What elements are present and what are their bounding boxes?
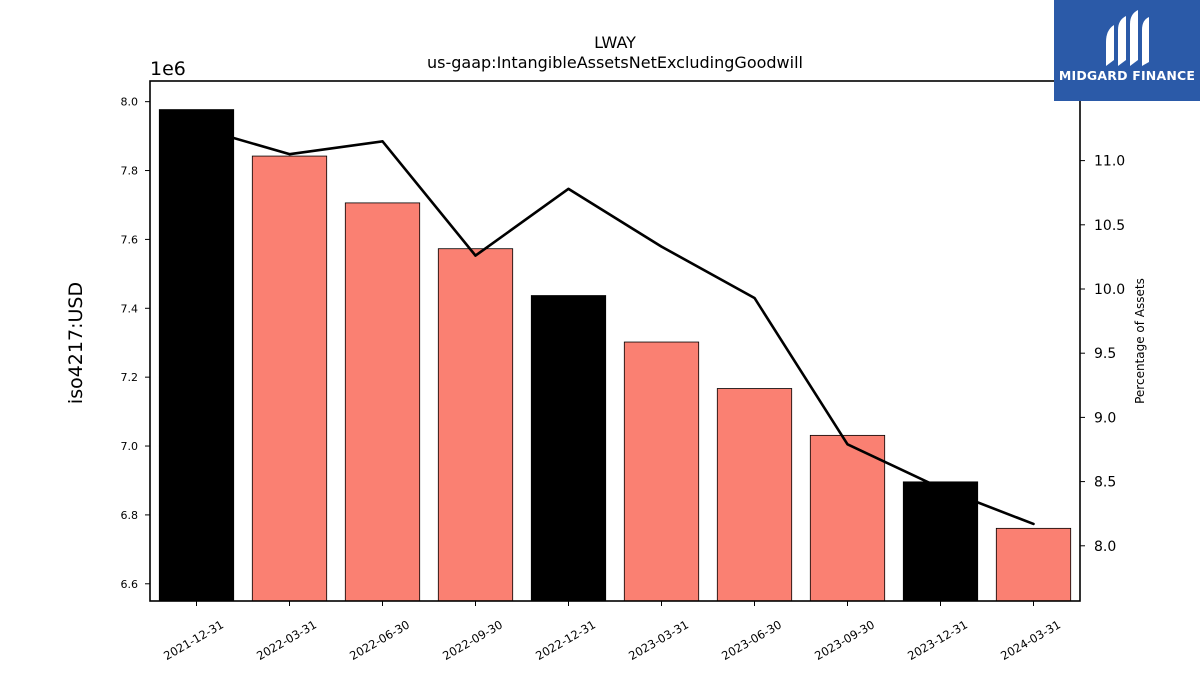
chart-subtitle: us-gaap:IntangibleAssetsNetExcludingGood…: [427, 53, 803, 72]
y2-axis-label: Percentage of Assets: [1133, 278, 1147, 404]
bar: [530, 295, 607, 602]
bar: [809, 434, 886, 602]
y2-tick-label: 9.0: [1094, 410, 1116, 426]
x-tick-label: 2022-03-31: [254, 617, 319, 663]
x-tick-label: 2022-09-30: [440, 617, 505, 663]
bar: [158, 109, 235, 602]
y-tick-label: 6.6: [121, 578, 139, 591]
y-offset-label: 1e6: [150, 58, 186, 80]
y-tick-label: 6.8: [121, 509, 139, 522]
bars: [158, 109, 1072, 602]
y-tick-label: 7.4: [121, 302, 139, 315]
y-tick-label: 7.0: [121, 440, 139, 453]
x-tick-label: 2021-12-31: [161, 617, 226, 663]
logo-mark-icon: [1106, 10, 1149, 66]
chart-title: LWAY: [594, 33, 636, 52]
logo: MIDGARD FINANCE: [1054, 0, 1200, 101]
bar: [995, 527, 1072, 602]
y-tick-label: 7.8: [121, 165, 139, 178]
y2-tick-label: 11.0: [1094, 154, 1125, 170]
line-layer: [195, 125, 1035, 526]
x-tick-label: 2024-03-31: [998, 617, 1063, 663]
y-tick-label: 7.2: [121, 371, 139, 384]
y2-tick-label: 8.0: [1094, 539, 1116, 555]
bar: [716, 388, 793, 602]
x-tick-label: 2023-06-30: [719, 617, 784, 663]
series-line: [195, 125, 1035, 526]
y2-tick-label: 10.5: [1094, 218, 1125, 234]
bar: [902, 481, 979, 602]
logo-text: MIDGARD FINANCE: [1058, 68, 1196, 83]
bar: [623, 341, 700, 602]
x-tick-label: 2022-06-30: [347, 617, 412, 663]
y2-tick-label: 9.5: [1094, 346, 1116, 362]
plot-frame: [149, 80, 1081, 602]
y2-tick-label: 8.5: [1094, 475, 1116, 491]
bar: [437, 248, 514, 602]
y-axis-label: iso4217:USD: [65, 282, 87, 404]
bar: [344, 202, 421, 602]
x-tick-label: 2023-03-31: [626, 617, 691, 663]
y-tick-label: 8.0: [121, 96, 139, 109]
x-tick-label: 2023-12-31: [905, 617, 970, 663]
y-tick-label: 7.6: [121, 233, 139, 246]
x-tick-label: 2023-09-30: [812, 617, 877, 663]
x-tick-label: 2022-12-31: [533, 617, 598, 663]
bar: [251, 155, 328, 602]
y2-tick-label: 10.0: [1094, 282, 1125, 298]
